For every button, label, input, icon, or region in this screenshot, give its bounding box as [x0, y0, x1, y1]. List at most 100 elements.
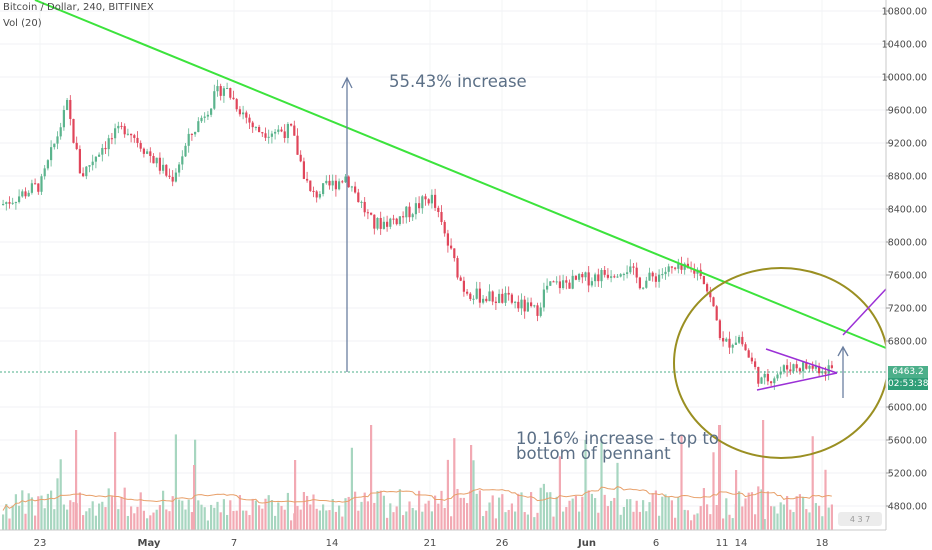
volume-bar	[818, 505, 821, 530]
annotation-lower-text-line2[interactable]: bottom of pennant	[516, 444, 671, 463]
volume-bar	[232, 510, 235, 530]
candle-body	[619, 274, 622, 277]
volume-bar	[59, 459, 62, 530]
volume-bar	[824, 469, 827, 530]
candle-body	[530, 302, 533, 307]
candle-body	[155, 157, 158, 164]
candle-body	[274, 131, 277, 134]
volume-bar	[392, 512, 395, 530]
volume-bar	[549, 492, 552, 530]
candle-body	[158, 157, 161, 171]
breakout-target-arrow-up[interactable]	[837, 345, 849, 398]
candle-body	[776, 374, 779, 379]
volume-bar	[190, 512, 193, 530]
volume-bar	[62, 504, 65, 530]
candle-body	[533, 305, 536, 307]
candle-body	[706, 284, 709, 292]
candle-body	[302, 161, 305, 179]
candle-body	[539, 307, 542, 316]
candle-body	[53, 143, 56, 148]
volume-bar	[334, 511, 337, 530]
volume-bar	[408, 501, 411, 530]
candle-body	[491, 291, 494, 302]
candle-body	[635, 267, 638, 278]
candle-body	[82, 173, 85, 177]
volume-bar	[741, 506, 744, 530]
volume-bar	[130, 506, 133, 530]
volume-bar	[686, 510, 689, 530]
volume-bar	[213, 507, 216, 530]
volume-bar	[763, 519, 766, 530]
volume-bar	[562, 511, 565, 530]
candle-body	[565, 280, 568, 283]
candle-body	[709, 291, 712, 298]
candle-body	[392, 218, 395, 220]
volume-bar	[693, 514, 696, 530]
volume-bar	[411, 508, 414, 530]
volume-bar	[78, 492, 81, 530]
candle-body	[763, 373, 766, 378]
volume-bar	[504, 512, 507, 530]
volume-bar	[427, 500, 430, 530]
volume-bar	[430, 511, 433, 530]
candle-body	[814, 366, 817, 369]
candle-body	[552, 281, 555, 283]
annotation-lower-text-line1[interactable]: 10.16% increase - top to	[516, 429, 719, 448]
candle-body	[578, 274, 581, 280]
candle-body	[798, 368, 801, 372]
time-axis-ticks: 23 May 7 14 21 26 Jun 6 11 14 18	[34, 538, 829, 549]
volume-bar	[405, 511, 408, 530]
volume-bar	[482, 516, 485, 530]
volume-bar	[363, 492, 366, 530]
volume-bar	[290, 520, 293, 530]
annotation-upper-text[interactable]: 55.43% increase	[389, 72, 527, 91]
volume-bar	[814, 503, 817, 530]
pennant-triangle[interactable]	[756, 288, 887, 391]
volume-bar	[94, 515, 97, 530]
volume-bar	[168, 511, 171, 530]
volume-bar	[606, 506, 609, 530]
candle-body	[405, 206, 408, 218]
volume-bar	[488, 502, 491, 530]
volume-bar	[8, 518, 11, 530]
volume-bar	[453, 438, 456, 530]
price-tick-label: 5600.00	[888, 436, 927, 447]
candle-body	[363, 201, 366, 213]
volume-bar	[110, 496, 113, 530]
volume-bar	[254, 500, 257, 530]
volume-bar	[827, 507, 830, 530]
volume-bar	[507, 509, 510, 530]
volume-bar	[91, 501, 94, 530]
price-axis[interactable]	[885, 0, 932, 550]
volume-bar	[616, 462, 619, 530]
candle-body	[117, 125, 120, 129]
volume-bar	[619, 514, 622, 530]
time-tick-label: May	[138, 538, 161, 549]
volume-bar	[514, 511, 517, 530]
candle-body	[507, 292, 510, 295]
volume-bar	[584, 439, 587, 530]
volume-bar	[418, 490, 421, 530]
volume-bar	[542, 483, 545, 530]
candle-body	[542, 289, 545, 308]
price-tick-label: 10000.00	[882, 73, 927, 84]
volume-bar	[43, 508, 46, 530]
price-tick-label: 5200.00	[888, 469, 927, 480]
candle-body	[802, 362, 805, 372]
candle-body	[613, 276, 616, 278]
price-tick-label: 10800.00	[882, 7, 927, 18]
volume-bar	[178, 499, 181, 530]
volume-bar	[187, 499, 190, 530]
candle-body	[370, 212, 373, 215]
volume-bar	[581, 496, 584, 530]
volume-bar	[459, 497, 462, 530]
descending-trendline[interactable]	[34, 0, 887, 349]
volume-bar	[635, 500, 638, 530]
candle-body	[632, 266, 635, 268]
volume-bar	[302, 492, 305, 530]
measured-move-arrow-up[interactable]	[341, 76, 353, 372]
candle-body	[546, 285, 549, 290]
candle-body	[296, 135, 299, 155]
candle-body	[107, 138, 110, 150]
